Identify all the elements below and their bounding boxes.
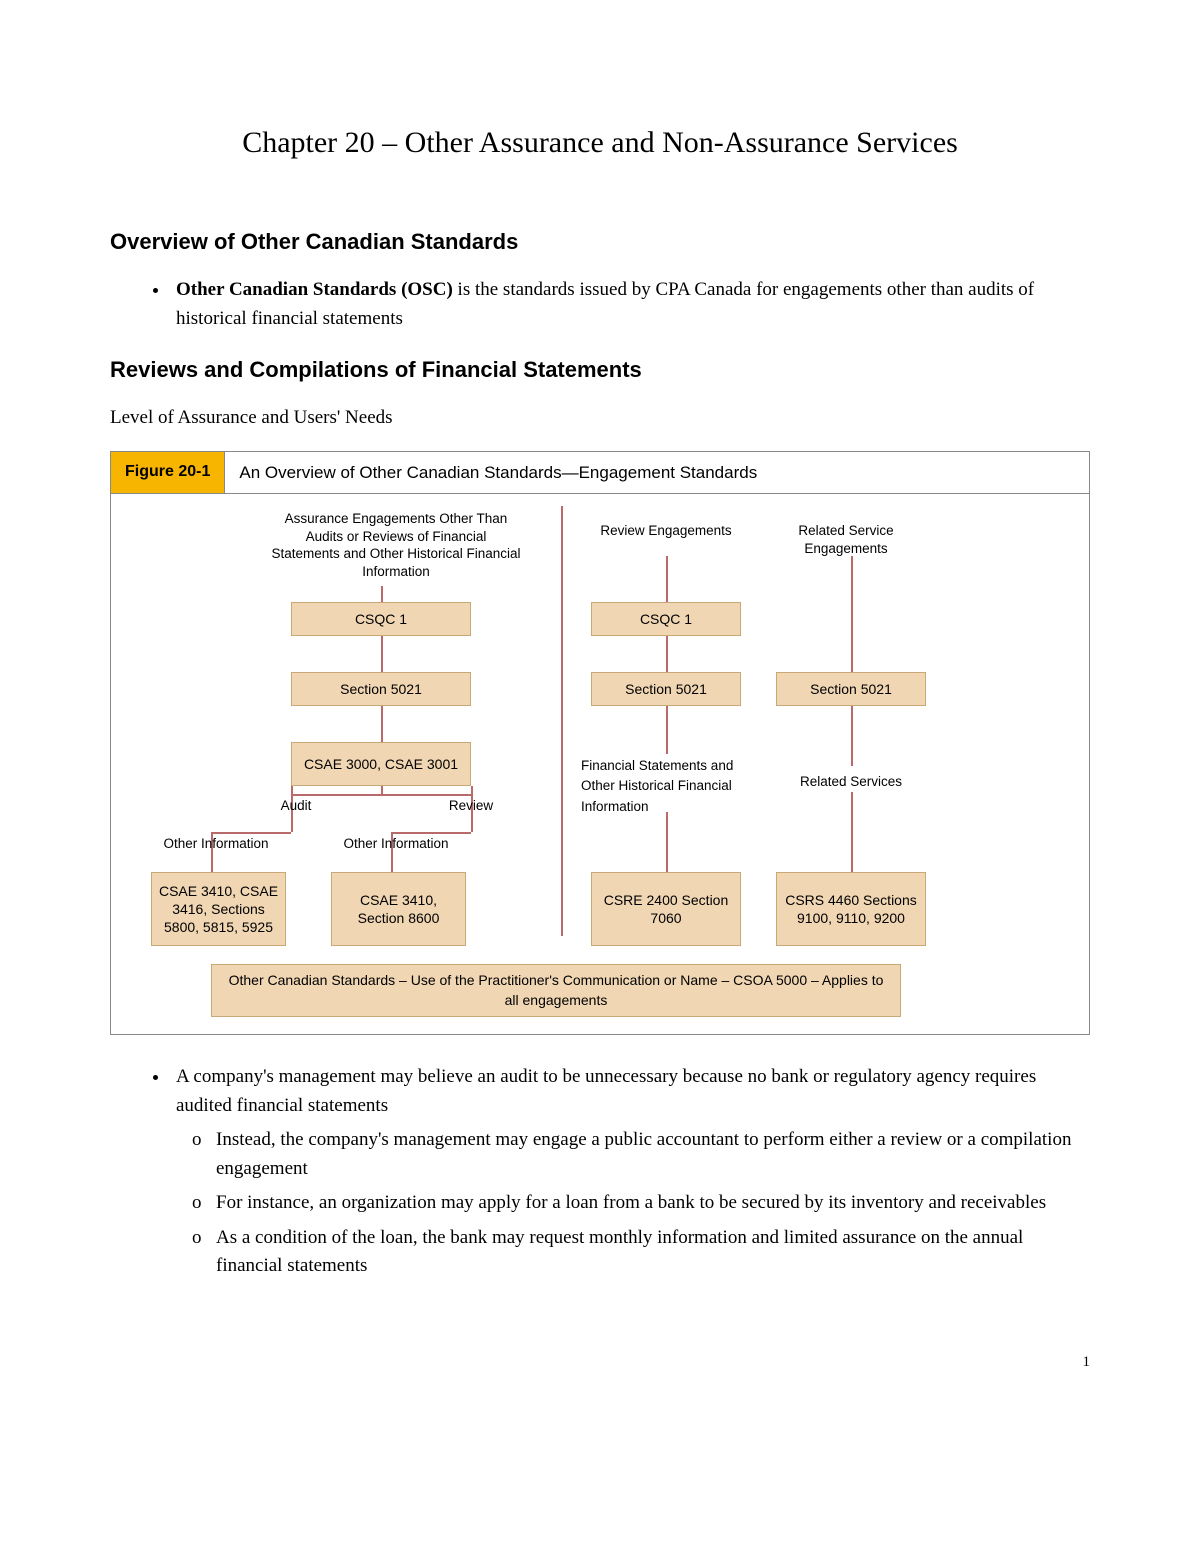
sub-bullet: For instance, an organization may apply … [216, 1189, 1090, 1218]
label-other-info-l: Other Information [151, 834, 281, 854]
connector [851, 556, 853, 672]
box-bottom-left: CSAE 3410, CSAE 3416, Sections 5800, 581… [151, 872, 286, 946]
box-csae3000: CSAE 3000, CSAE 3001 [291, 742, 471, 786]
figure-20-1: Figure 20-1 An Overview of Other Canadia… [110, 451, 1090, 1036]
section1-heading: Overview of Other Canadian Standards [110, 225, 1090, 258]
label-other-info-r: Other Information [331, 834, 461, 854]
divider-line [561, 506, 563, 936]
label-related: Related Services [781, 772, 921, 792]
box-5021-left: Section 5021 [291, 672, 471, 706]
chapter-title: Chapter 20 – Other Assurance and Non-Ass… [110, 120, 1090, 165]
bold-term: Other Canadian Standards (OSC) [176, 279, 458, 300]
connector [381, 706, 383, 742]
col-header-assurance: Assurance Engagements Other Than Audits … [271, 510, 521, 580]
connector [471, 814, 473, 832]
sub-bullet: As a condition of the loan, the bank may… [216, 1224, 1090, 1281]
figure-footer-box: Other Canadian Standards – Use of the Pr… [211, 964, 901, 1017]
label-audit: Audit [251, 796, 341, 816]
box-bottom-mid-l: CSAE 3410, Section 8600 [331, 872, 466, 946]
box-csqc-mid: CSQC 1 [591, 602, 741, 636]
box-csqc-left: CSQC 1 [291, 602, 471, 636]
connector [391, 852, 393, 872]
body-list: A company's management may believe an au… [110, 1063, 1090, 1281]
connector [381, 586, 383, 602]
box-5021-mid: Section 5021 [591, 672, 741, 706]
bullet-text: A company's management may believe an au… [176, 1066, 1036, 1116]
body-sublist: Instead, the company's management may en… [176, 1126, 1090, 1281]
col-header-related: Related Service Engagements [776, 522, 916, 557]
box-csrs: CSRS 4460 Sections 9100, 9110, 9200 [776, 872, 926, 946]
connector [381, 786, 383, 794]
col-header-review: Review Engagements [596, 522, 736, 540]
connector [211, 852, 213, 872]
figure-title: An Overview of Other Canadian Standards—… [225, 452, 1089, 494]
connector [666, 812, 668, 872]
connector [666, 706, 668, 754]
label-fin-stmt: Financial Statements and Other Historica… [581, 756, 751, 817]
box-csre: CSRE 2400 Section 7060 [591, 872, 741, 946]
sub-bullet: Instead, the company's management may en… [216, 1126, 1090, 1183]
figure-header: Figure 20-1 An Overview of Other Canadia… [111, 452, 1089, 495]
figure-body: Assurance Engagements Other Than Audits … [111, 494, 1089, 1034]
connector [851, 706, 853, 766]
body-bullet: A company's management may believe an au… [170, 1063, 1090, 1281]
section1-bullet: Other Canadian Standards (OSC) is the st… [170, 276, 1090, 333]
section2-heading: Reviews and Compilations of Financial St… [110, 353, 1090, 386]
connector [291, 814, 293, 832]
connector [666, 636, 668, 672]
connector [666, 556, 668, 602]
section2-subtext: Level of Assurance and Users' Needs [110, 404, 1090, 433]
figure-tag: Figure 20-1 [111, 452, 225, 494]
connector [381, 636, 383, 672]
page-number: 1 [110, 1351, 1090, 1374]
section1-list: Other Canadian Standards (OSC) is the st… [110, 276, 1090, 333]
box-5021-right: Section 5021 [776, 672, 926, 706]
connector [851, 792, 853, 872]
